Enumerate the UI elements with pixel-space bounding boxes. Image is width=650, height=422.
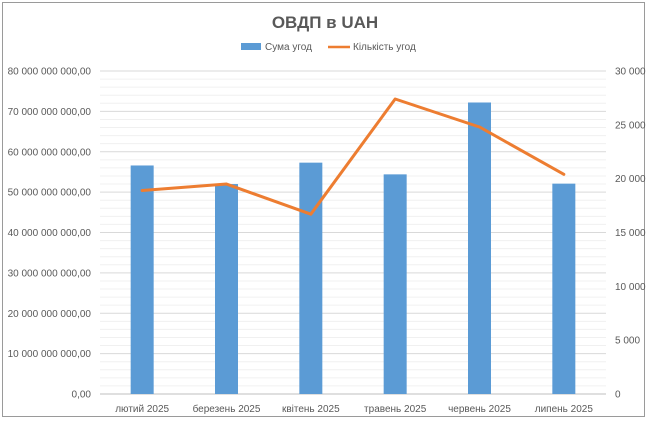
y-right-tick-label: 30 000 (615, 67, 646, 78)
y-right-tick-label: 10 000 (615, 282, 646, 293)
bar (383, 174, 407, 394)
right-axis-ticks: 0 5 000 10 000 15 000 20 000 25 000 30 000 (615, 67, 646, 401)
x-tick-label: травень 2025 (364, 404, 427, 415)
y-left-tick-label: 80 000 000 000,00 (8, 67, 92, 78)
gridlines (100, 70, 606, 395)
left-axis-ticks: 0,00 10 000 000 000,00 20 000 000 000,00 30… (8, 67, 92, 401)
chart-svg: ОВДП в UAH Сума угод Кількість угод 0,00… (8, 13, 646, 415)
y-left-tick-label: 30 000 000 000,00 (8, 268, 92, 279)
x-tick-label: липень 2025 (535, 404, 594, 415)
legend-swatch-bar (241, 43, 261, 50)
line-path (140, 97, 566, 216)
y-left-tick-label: 60 000 000 000,00 (8, 147, 92, 158)
x-tick-label: червень 2025 (448, 404, 511, 415)
bar (215, 184, 238, 394)
y-left-tick-label: 20 000 000 000,00 (8, 309, 92, 320)
y-left-tick-label: 10 000 000 000,00 (8, 349, 92, 360)
line-series (140, 97, 566, 216)
y-left-tick-label: 70 000 000 000,00 (8, 107, 92, 118)
x-tick-label: лютий 2025 (115, 404, 169, 415)
x-tick-label: квітень 2025 (282, 404, 340, 415)
y-right-tick-label: 0 (615, 390, 621, 401)
y-right-tick-label: 5 000 (615, 336, 640, 347)
x-axis-ticks: лютий 2025 березень 2025 квітень 2025 траве… (115, 403, 593, 415)
chart-frame: ОВДП в UAH Сума угод Кількість угод 0,00… (2, 2, 646, 417)
bar (299, 162, 323, 394)
y-right-tick-label: 25 000 (615, 120, 646, 131)
y-right-tick-label: 15 000 (615, 228, 646, 239)
chart-title: ОВДП в UAH (272, 13, 378, 32)
legend-label-bar: Сума угод (265, 42, 312, 53)
y-right-tick-label: 20 000 (615, 174, 646, 185)
y-left-tick-label: 0,00 (72, 390, 92, 401)
legend-label-line: Кількість угод (353, 42, 416, 53)
x-tick-label: березень 2025 (193, 403, 261, 415)
bar-series (130, 102, 576, 395)
y-left-tick-label: 40 000 000 000,00 (8, 228, 92, 239)
bar (130, 165, 154, 394)
y-left-tick-label: 50 000 000 000,00 (8, 188, 92, 199)
legend: Сума угод Кількість угод (241, 42, 416, 53)
bar (552, 183, 576, 394)
bar (468, 102, 491, 395)
